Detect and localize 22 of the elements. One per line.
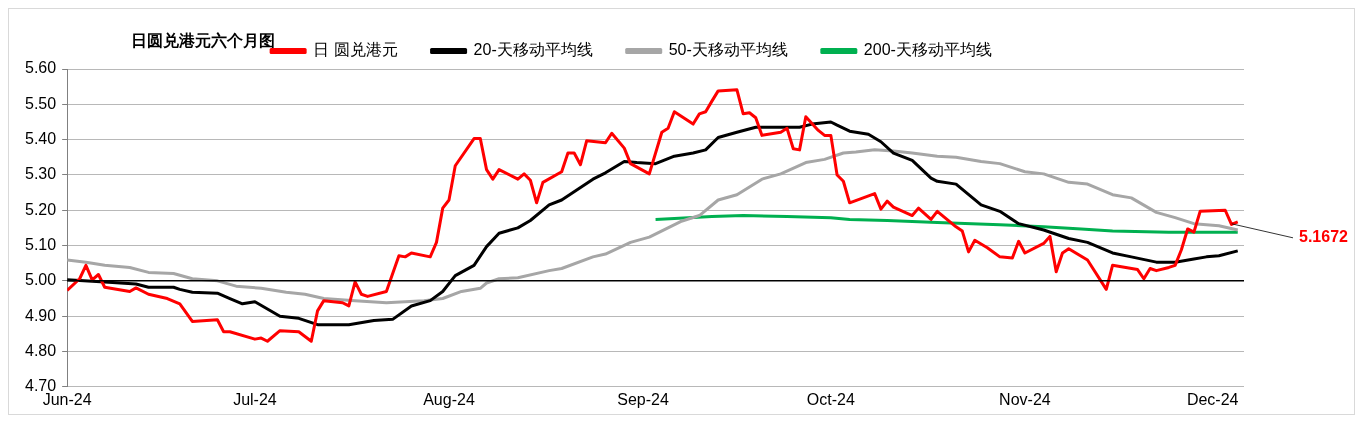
annotation: 5.1672 [1299, 228, 1349, 246]
y-tick-label: 5.20 [25, 200, 57, 218]
y-tick-label: 5.10 [25, 235, 57, 253]
legend-label: 200-天移动平均线 [863, 41, 992, 59]
x-tick-label: Aug-24 [423, 390, 475, 408]
x-tick-label: Jun-24 [42, 390, 92, 408]
x-tick-label: Dec-24 [1186, 390, 1239, 408]
chart-title: 日圆兑港元六个月图 [131, 31, 275, 51]
y-tick-label: 5.00 [25, 271, 57, 289]
legend-label: 50-天移动平均线 [668, 41, 788, 59]
y-tick-label: 5.50 [25, 94, 57, 112]
x-tick-label: Nov-24 [999, 390, 1051, 408]
legend-label: 20-天移动平均线 [473, 41, 593, 59]
x-tick-label: Oct-24 [806, 390, 855, 408]
y-tick-label: 4.90 [25, 306, 57, 324]
x-tick-label: Sep-24 [617, 390, 669, 408]
legend-label: 日 圆兑港元 [313, 41, 398, 59]
y-tick-label: 5.30 [25, 165, 57, 183]
y-tick-label: 5.60 [25, 59, 57, 77]
y-tick-label: 4.80 [25, 341, 57, 359]
y-tick-label: 5.40 [25, 130, 57, 148]
x-tick-label: Jul-24 [233, 390, 277, 408]
